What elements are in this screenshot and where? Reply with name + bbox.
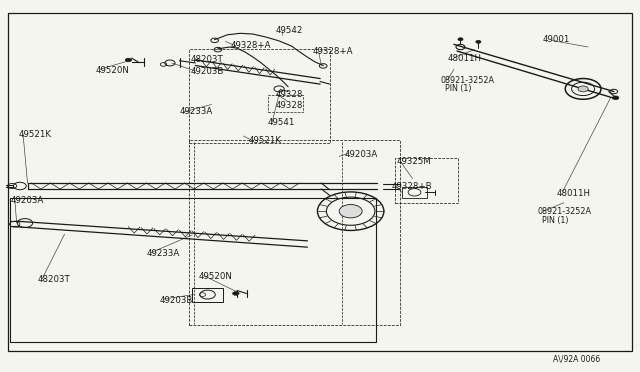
Text: 49328+A: 49328+A: [312, 47, 353, 56]
Text: 08921-3252A: 08921-3252A: [537, 208, 591, 217]
Text: 49203B: 49203B: [191, 67, 225, 76]
Text: 49001: 49001: [542, 35, 570, 44]
Text: 08921-3252A: 08921-3252A: [440, 76, 494, 85]
Text: 49233A: 49233A: [179, 108, 212, 116]
Text: 49233A: 49233A: [147, 249, 180, 258]
Circle shape: [578, 86, 588, 92]
Bar: [189, 49, 330, 143]
Text: 49520N: 49520N: [95, 66, 129, 75]
Circle shape: [339, 205, 362, 218]
Text: PIN (1): PIN (1): [542, 216, 569, 225]
Bar: [189, 140, 400, 325]
Circle shape: [232, 292, 239, 295]
Bar: [402, 187, 428, 198]
Text: 49325M: 49325M: [397, 157, 431, 166]
Text: 49521K: 49521K: [19, 130, 52, 140]
Text: 49328: 49328: [275, 90, 303, 99]
Bar: [268, 95, 303, 112]
Text: 49203B: 49203B: [159, 296, 193, 305]
Text: PIN (1): PIN (1): [445, 84, 471, 93]
Text: 48011H: 48011H: [448, 54, 482, 62]
Text: A\/92A 0066: A\/92A 0066: [553, 355, 600, 364]
Bar: [396, 158, 458, 203]
Circle shape: [476, 40, 481, 43]
Text: 49541: 49541: [268, 118, 295, 127]
Text: 48203T: 48203T: [38, 275, 70, 284]
Text: 49203A: 49203A: [10, 196, 44, 205]
Circle shape: [125, 58, 132, 62]
Text: 49328+B: 49328+B: [392, 182, 432, 190]
Text: 49521K: 49521K: [248, 136, 282, 145]
Text: 49520N: 49520N: [198, 272, 232, 281]
Circle shape: [458, 38, 463, 41]
Text: 49328+A: 49328+A: [230, 41, 271, 51]
Text: 49328: 49328: [275, 101, 303, 110]
Text: 48203T: 48203T: [191, 55, 224, 64]
Text: 49203A: 49203A: [344, 150, 378, 159]
Circle shape: [612, 96, 619, 100]
Bar: [10, 198, 376, 341]
Text: 48011H: 48011H: [556, 189, 590, 198]
Bar: [192, 288, 223, 302]
Text: 49542: 49542: [275, 26, 303, 35]
